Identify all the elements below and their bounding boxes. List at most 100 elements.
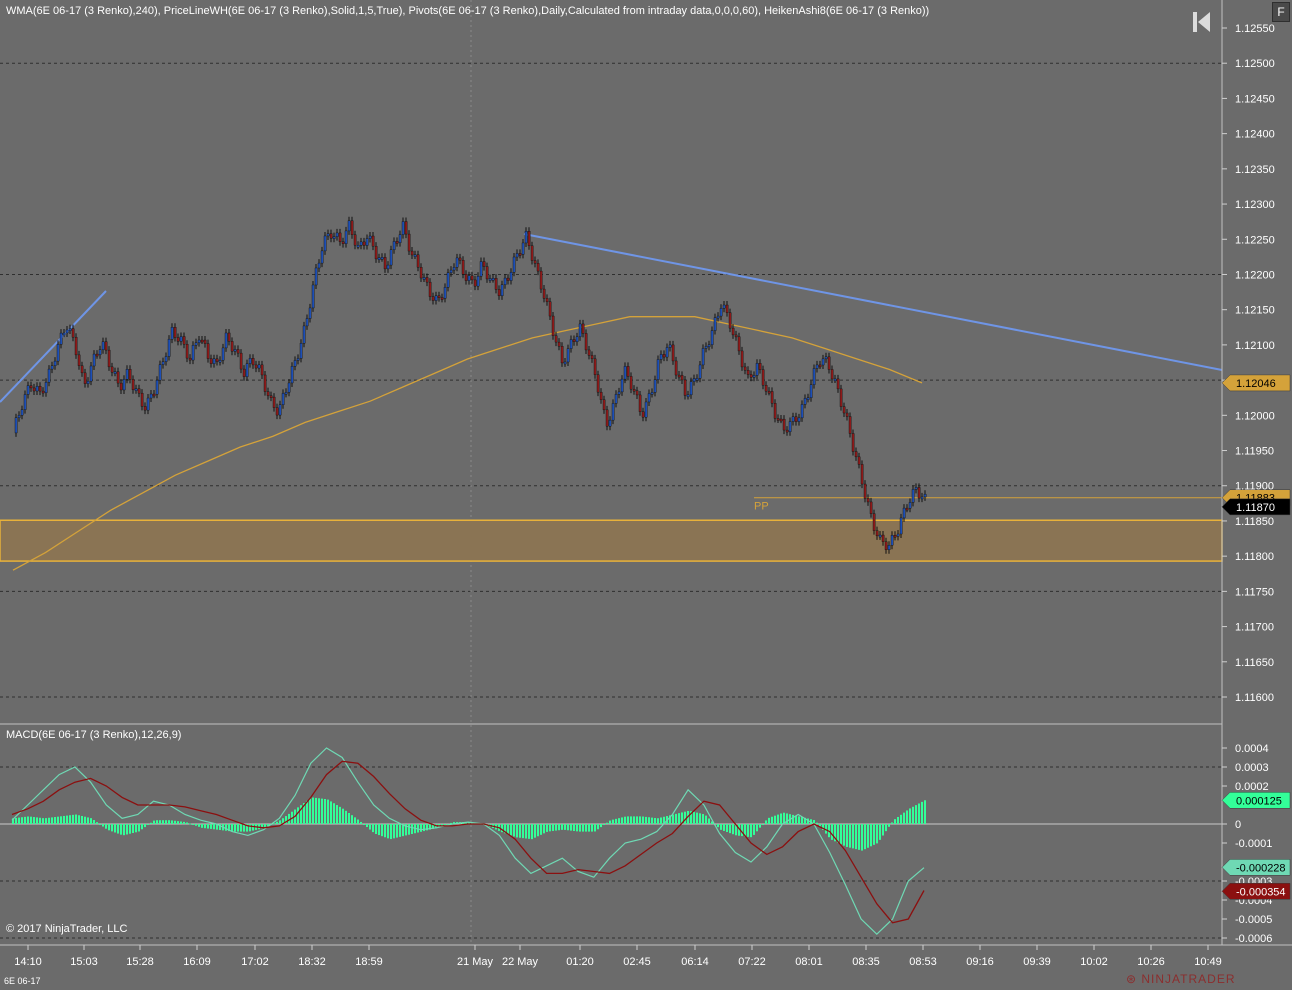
heiken-ashi-bar xyxy=(479,261,483,277)
heiken-ashi-bar xyxy=(44,382,48,393)
heiken-ashi-bar xyxy=(461,259,465,275)
histogram-bar xyxy=(402,824,404,837)
heiken-ashi-bar xyxy=(122,379,126,391)
heiken-ashi-bar xyxy=(470,275,474,281)
wma-line xyxy=(12,316,923,571)
macd-header: MACD(6E 06-17 (3 Renko),12,26,9) xyxy=(6,729,182,741)
histogram-bar xyxy=(120,824,122,835)
logo-icon: ⊛ xyxy=(1126,972,1142,986)
histogram-bar xyxy=(39,817,41,824)
heiken-ashi-bar xyxy=(251,358,255,366)
histogram-bar xyxy=(306,800,308,824)
histogram-bar xyxy=(252,824,254,831)
price-tick-label: 1.12250 xyxy=(1235,234,1275,246)
heiken-ashi-bar xyxy=(803,398,807,405)
histogram-bar xyxy=(42,818,44,824)
histogram-bar xyxy=(348,813,350,824)
heiken-ashi-bar xyxy=(602,399,606,411)
histogram-bar xyxy=(228,824,230,832)
histogram-bar xyxy=(795,815,797,824)
heiken-ashi-bar xyxy=(41,390,45,394)
histogram-bar xyxy=(27,816,29,824)
time-tick-label: 15:03 xyxy=(70,956,98,968)
time-tick-label: 08:01 xyxy=(795,956,823,968)
heiken-ashi-bar xyxy=(374,245,378,260)
time-tick-label: 10:02 xyxy=(1080,956,1108,968)
time-tick-label: 07:22 xyxy=(738,956,766,968)
heiken-ashi-bar xyxy=(398,234,402,243)
heiken-ashi-bar xyxy=(608,419,612,427)
histogram-bar xyxy=(423,824,425,832)
histogram-bar xyxy=(387,824,389,839)
heiken-ashi-bar xyxy=(572,339,576,342)
histogram-bar xyxy=(873,824,875,845)
histogram-bar xyxy=(843,824,845,846)
heiken-ashi-bar xyxy=(893,535,897,538)
heiken-ashi-bar xyxy=(554,335,558,343)
histogram-bar xyxy=(273,823,275,825)
heiken-ashi-bar xyxy=(755,363,759,376)
heiken-ashi-bar xyxy=(68,328,72,331)
price-tick-label: 1.11950 xyxy=(1235,446,1274,458)
scroll-to-start-button[interactable] xyxy=(1190,9,1212,35)
histogram-bar xyxy=(558,824,560,831)
heiken-ashi-bar xyxy=(833,378,837,382)
price-tick-label: 1.11750 xyxy=(1235,586,1274,598)
heiken-ashi-bar xyxy=(644,401,648,418)
macd-axis[interactable]: 0.00040.00030.00020-0.0001-0.0003-0.0004… xyxy=(1222,743,1272,945)
histogram-bar xyxy=(420,824,422,832)
histogram-bar xyxy=(246,824,248,832)
histogram-bar xyxy=(384,824,386,838)
heiken-ashi-bar xyxy=(638,394,642,412)
heiken-ashi-bar xyxy=(917,487,921,499)
heiken-ashi-bar xyxy=(344,230,348,244)
price-axis[interactable]: 1.12550 1.12500 1.12450 1.12400 1.12350 1.123… xyxy=(1222,23,1275,704)
heiken-ashi-bar xyxy=(809,384,813,398)
heiken-ashi-bar xyxy=(743,366,747,371)
heiken-ashi-bar xyxy=(590,355,594,360)
heiken-ashi-bar xyxy=(314,267,318,286)
histogram-bar xyxy=(690,811,692,824)
heiken-ashi-bar xyxy=(812,368,816,385)
heiken-ashi-bar xyxy=(677,374,681,378)
histogram-bar xyxy=(123,824,125,836)
histogram-bar xyxy=(906,810,908,824)
heiken-ashi-bar xyxy=(524,231,528,244)
heiken-ashi-bar xyxy=(737,336,741,352)
histogram-bar xyxy=(324,799,326,824)
f-button[interactable]: F xyxy=(1272,2,1290,22)
histogram-bar xyxy=(309,798,311,824)
histogram-bar xyxy=(849,824,851,848)
histogram-bar xyxy=(363,824,365,825)
trendline-down[interactable] xyxy=(523,233,1223,371)
histogram-bar xyxy=(117,824,119,834)
heiken-ashi-bar xyxy=(458,257,462,261)
histogram-bar xyxy=(732,824,734,835)
histogram-bar xyxy=(219,824,221,831)
histogram-bar xyxy=(591,824,593,832)
histogram-bar xyxy=(918,803,920,824)
histogram-bar xyxy=(297,807,299,824)
heiken-ashi-bar xyxy=(485,266,489,280)
heiken-ashi-bar xyxy=(143,406,147,411)
heiken-ashi-bar xyxy=(851,433,855,452)
histogram-bar xyxy=(504,824,506,834)
histogram-bar xyxy=(654,817,656,824)
heiken-ashi-bar xyxy=(449,269,453,273)
time-axis[interactable]: 14:10 15:03 15:28 16:09 17:02 18:32 18:59 21 Ma… xyxy=(14,945,1222,968)
histogram-bar xyxy=(729,824,731,834)
histogram-bar xyxy=(681,812,683,824)
heiken-ashi-bar xyxy=(641,411,645,418)
heiken-ashi-bar xyxy=(656,359,660,380)
heiken-ashi-bar xyxy=(212,358,216,364)
heiken-ashi-bar xyxy=(899,517,903,535)
histogram-bar xyxy=(210,824,212,829)
heiken-ashi-bar xyxy=(365,238,369,246)
heiken-ashi-bar xyxy=(137,388,141,394)
trendline-up[interactable] xyxy=(0,290,107,403)
heiken-ashi-bar xyxy=(284,392,288,395)
heiken-ashi-bar xyxy=(536,263,540,272)
macd-tick-label: 0.0004 xyxy=(1235,743,1269,755)
